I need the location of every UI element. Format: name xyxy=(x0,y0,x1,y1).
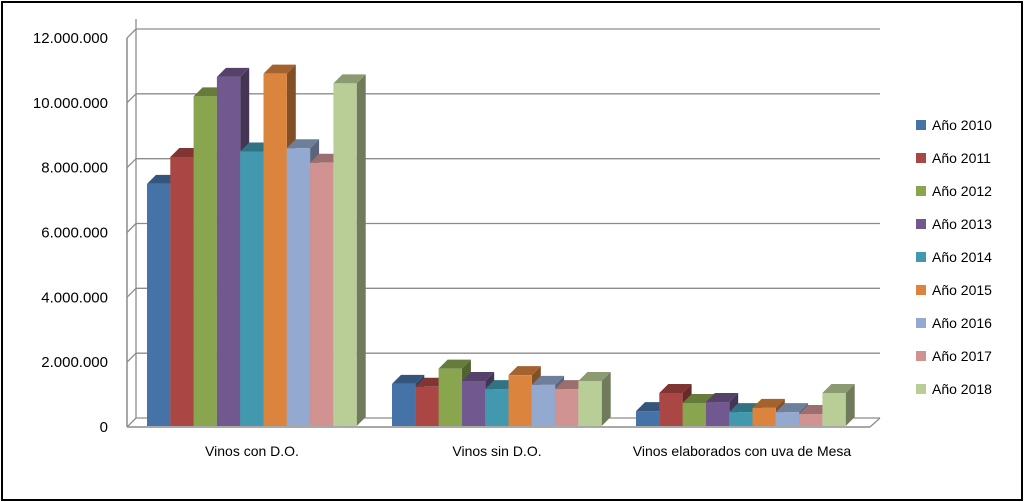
legend: Año 2010 Año 2011 Año 2012 Año 2013 Año 2014… xyxy=(916,108,992,405)
gridline-slant xyxy=(126,417,137,428)
legend-swatch xyxy=(916,284,926,295)
legend-item: Año 2014 xyxy=(916,240,992,273)
bar xyxy=(705,402,730,426)
legend-item: Año 2016 xyxy=(916,306,992,339)
gridline-slant xyxy=(126,158,137,169)
x-category-label: Vinos sin D.O. xyxy=(452,443,542,459)
bar xyxy=(333,83,357,426)
bar-top xyxy=(752,398,785,408)
y-tick-label: 6.000.000 xyxy=(41,225,108,242)
bar xyxy=(752,407,776,426)
bar xyxy=(822,392,846,426)
bar xyxy=(485,389,509,426)
y-tick-label: 12.000.000 xyxy=(33,30,108,47)
legend-item: Año 2010 xyxy=(916,108,992,141)
legend-label: Año 2017 xyxy=(932,347,992,364)
legend-item: Año 2012 xyxy=(916,174,992,207)
legend-swatch xyxy=(916,218,926,229)
y-tick-label: 10.000.000 xyxy=(33,95,108,112)
legend-label: Año 2013 xyxy=(932,215,992,232)
bar xyxy=(636,411,660,426)
x-category-label: Vinos elaborados con uva de Mesa xyxy=(632,443,852,459)
legend-label: Año 2010 xyxy=(932,116,992,133)
bar xyxy=(240,151,264,427)
bar-side xyxy=(601,371,611,426)
bar xyxy=(415,386,439,426)
bar xyxy=(170,156,194,426)
bar xyxy=(775,412,800,426)
floor-edge xyxy=(869,417,881,428)
y-tick-label: 0 xyxy=(100,419,108,436)
bar-top xyxy=(682,394,715,404)
legend-item: Año 2013 xyxy=(916,207,992,240)
gridline-slant xyxy=(126,223,137,233)
legend-label: Año 2015 xyxy=(932,281,992,298)
bar xyxy=(555,389,579,426)
gridline-slant xyxy=(126,352,137,363)
bar xyxy=(729,412,753,426)
bar-top xyxy=(286,139,320,149)
bar xyxy=(147,183,171,426)
bar-top xyxy=(333,74,366,84)
legend-swatch xyxy=(916,119,926,130)
legend-swatch xyxy=(916,383,926,394)
legend-item: Año 2011 xyxy=(916,141,992,174)
gridline-slant xyxy=(126,287,137,298)
bar-side xyxy=(356,74,366,426)
bar-top xyxy=(263,64,296,74)
legend-swatch xyxy=(916,317,926,328)
bar xyxy=(286,148,311,426)
legend-swatch xyxy=(916,350,926,361)
bar-top xyxy=(775,403,809,413)
bar xyxy=(578,380,602,426)
legend-swatch xyxy=(916,185,926,196)
legend-label: Año 2011 xyxy=(932,149,991,166)
bar xyxy=(682,403,706,426)
bar xyxy=(531,384,556,426)
legend-label: Año 2018 xyxy=(932,380,992,397)
bar xyxy=(799,414,823,426)
legend-swatch xyxy=(916,251,926,262)
bar-top xyxy=(461,371,495,381)
bar xyxy=(508,375,532,426)
bar-top xyxy=(705,393,739,403)
bar-top xyxy=(508,366,541,376)
gridline-slant xyxy=(126,93,137,104)
bar xyxy=(310,162,334,426)
bar xyxy=(392,383,416,426)
bar xyxy=(216,76,241,427)
bar-top xyxy=(659,383,692,393)
bar-side xyxy=(845,383,855,426)
legend-label: Año 2014 xyxy=(932,248,992,265)
y-tick-label: 8.000.000 xyxy=(41,160,108,177)
x-category-label: Vinos con D.O. xyxy=(205,443,299,459)
bar-top xyxy=(578,371,611,381)
legend-label: Año 2012 xyxy=(932,182,992,199)
bar xyxy=(438,368,462,426)
bar-top xyxy=(216,67,250,77)
bar xyxy=(193,96,217,426)
legend-item: Año 2018 xyxy=(916,372,992,405)
legend-item: Año 2017 xyxy=(916,339,992,372)
y-tick-label: 2.000.000 xyxy=(41,354,108,371)
bar-top xyxy=(822,383,855,393)
legend-label: Año 2016 xyxy=(932,314,992,331)
bar xyxy=(659,392,683,426)
legend-item: Año 2015 xyxy=(916,273,992,306)
bar xyxy=(461,380,486,426)
gridline-slant xyxy=(126,28,137,39)
bar-top xyxy=(438,359,471,369)
legend-swatch xyxy=(916,152,926,163)
bar-top xyxy=(392,374,425,384)
bar-top xyxy=(531,375,565,385)
y-tick-label: 4.000.000 xyxy=(41,289,108,306)
bar xyxy=(263,73,287,427)
